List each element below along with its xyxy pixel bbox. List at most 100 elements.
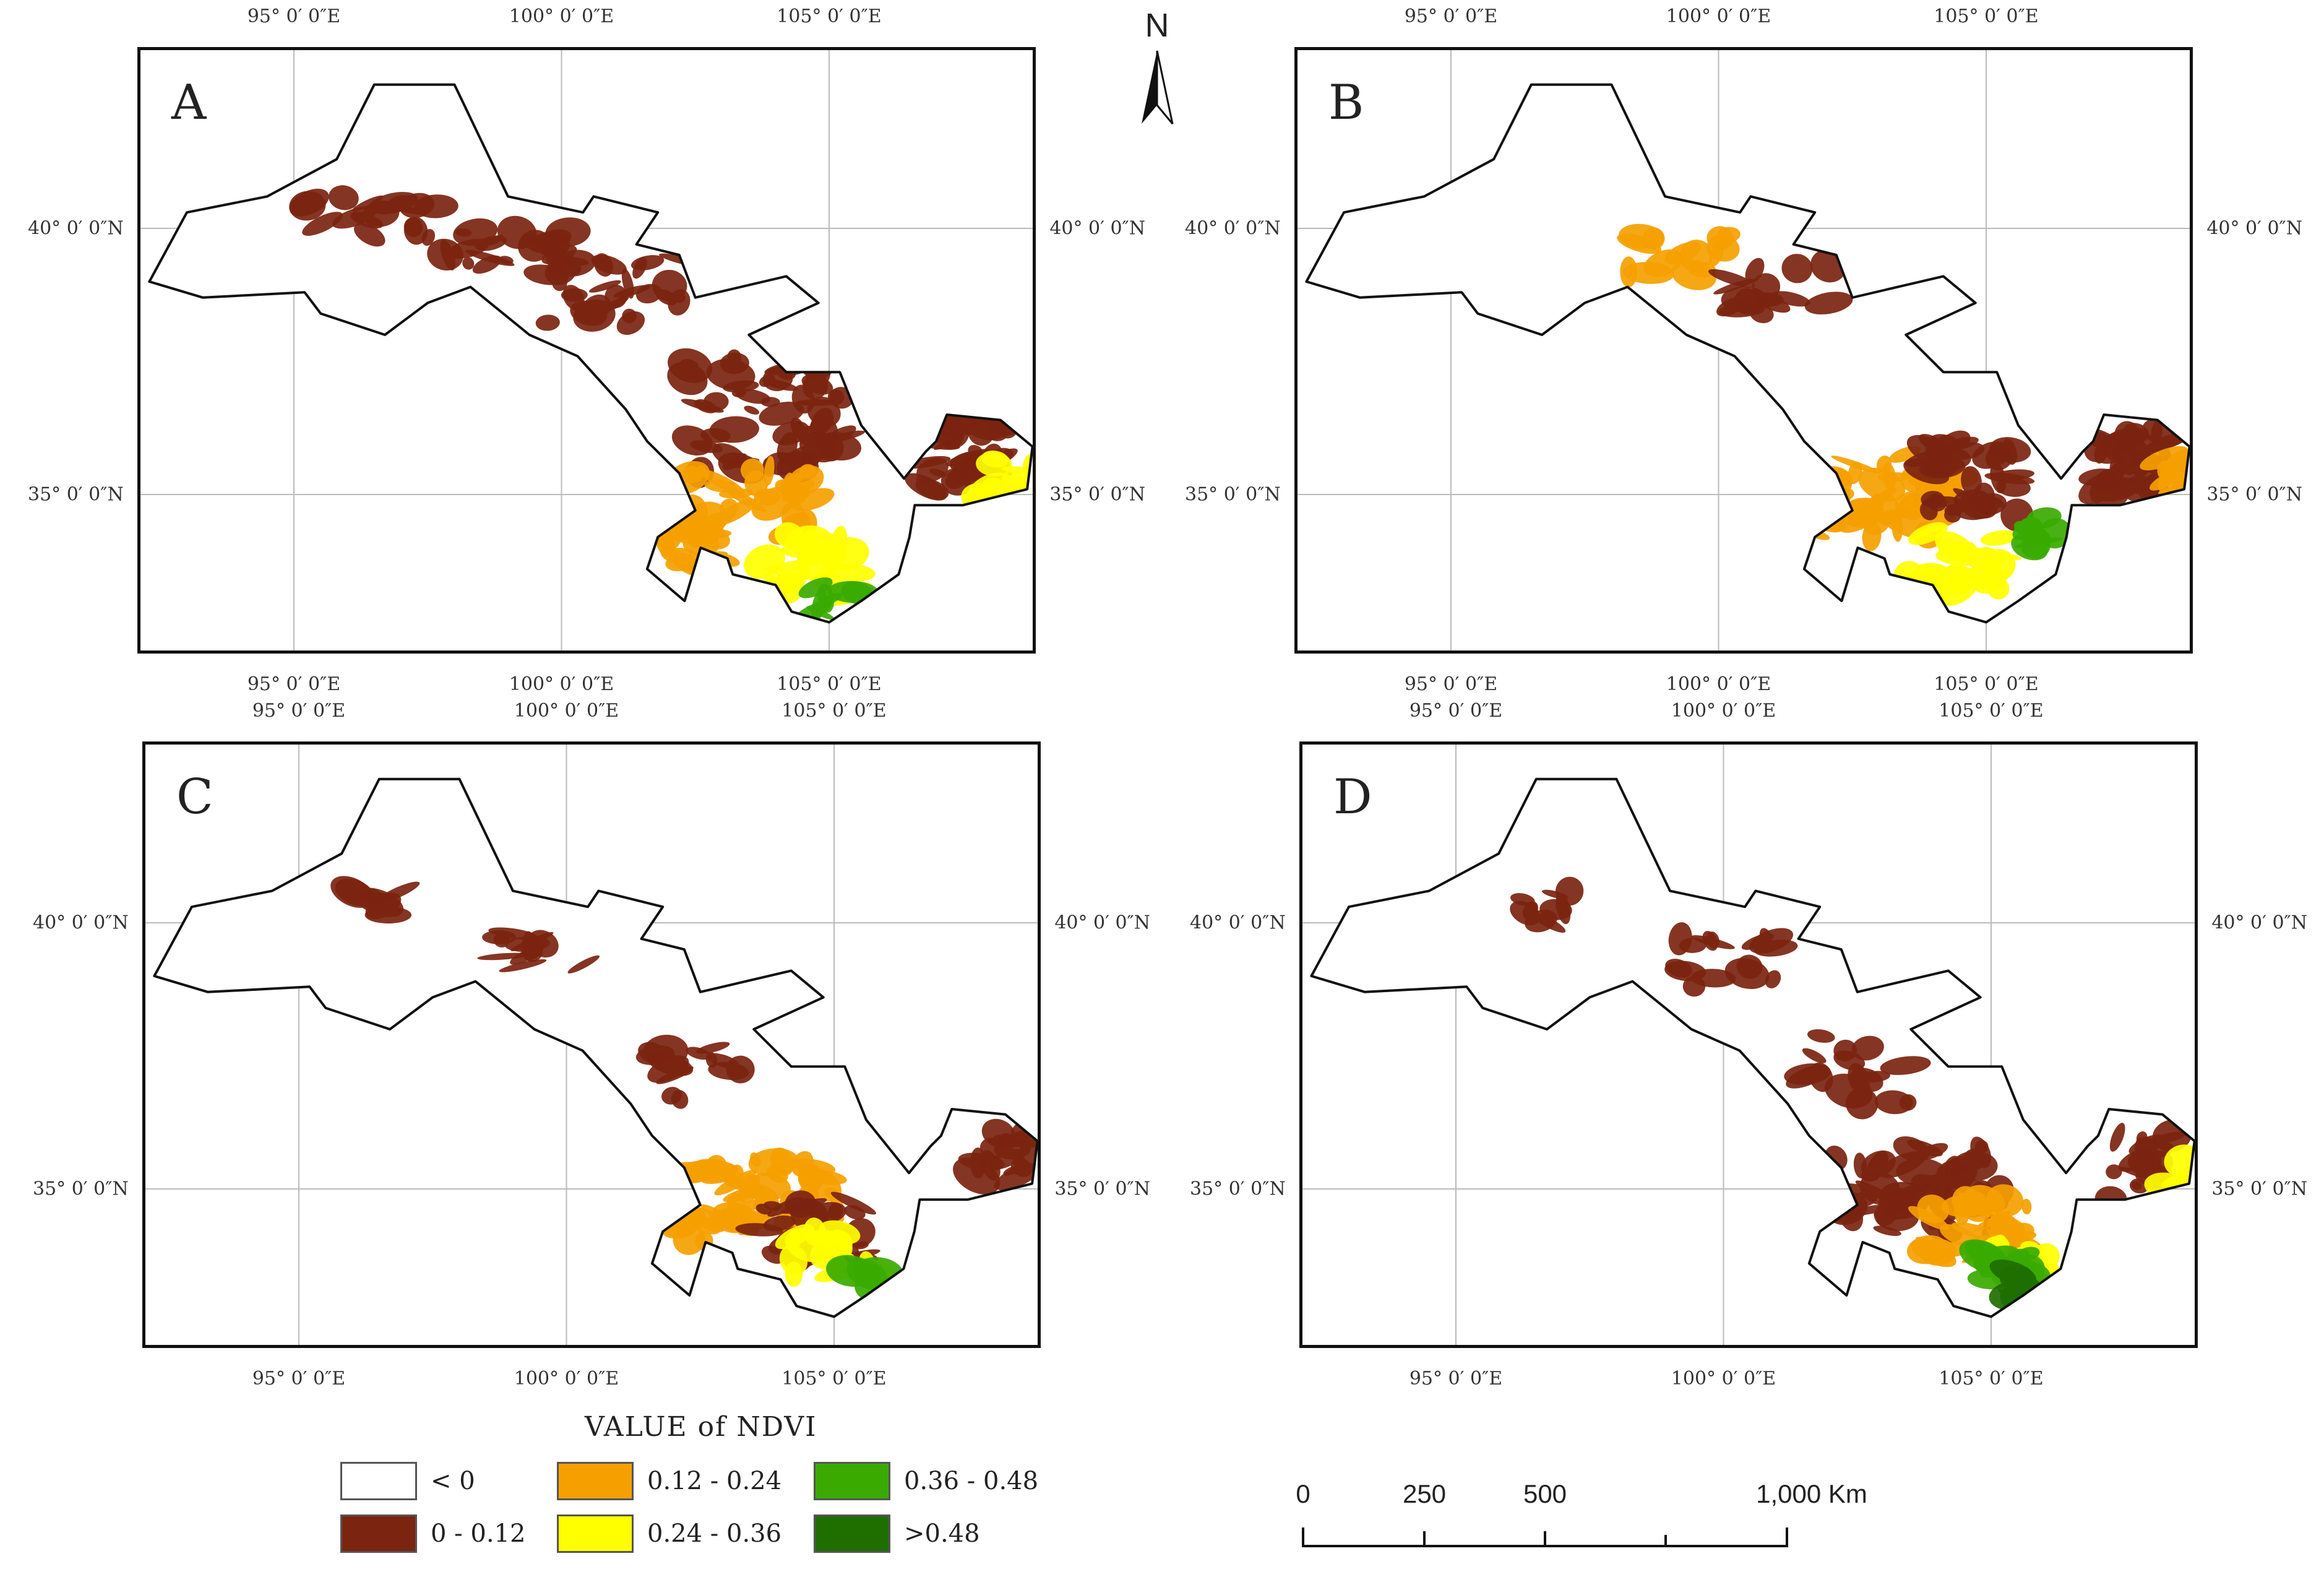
ndvi-patch-dark xyxy=(482,930,517,944)
ndvi-patch-dark xyxy=(1880,1056,1931,1075)
ndvi-patch-yellow xyxy=(976,452,1012,477)
ndvi-patch-dark xyxy=(1859,1071,1890,1082)
ndvi-patch-dark xyxy=(1921,457,1958,477)
ndvi-patch-dark xyxy=(722,453,747,470)
ndvi-patch-green xyxy=(798,577,833,598)
ndvi-patch-orange xyxy=(1808,484,1828,510)
longitude-tick-label: 95° 0′ 0″E xyxy=(252,1368,346,1389)
longitude-tick-label: 105° 0′ 0″E xyxy=(781,1368,887,1389)
ndvi-patch-yellow xyxy=(778,573,805,603)
longitude-tick-label: 105° 0′ 0″E xyxy=(781,700,887,722)
ndvi-patch-orange xyxy=(751,486,796,521)
ndvi-patch-dark xyxy=(635,283,662,304)
north-arrow-label: N xyxy=(1145,7,1169,44)
ndvi-patch-orange xyxy=(665,553,695,571)
ndvi-patch-dark xyxy=(1679,937,1707,953)
longitude-tick-label: 100° 0′ 0″E xyxy=(514,1368,619,1389)
ndvi-patch-dark xyxy=(403,217,423,237)
ndvi-patch-yellow xyxy=(2146,1194,2182,1204)
ndvi-patch-green xyxy=(2016,1246,2040,1261)
latitude-tick-label: 40° 0′ 0″N xyxy=(2211,912,2307,934)
ndvi-patch-dark xyxy=(709,416,759,443)
ndvi-patch-dark xyxy=(1861,1150,1896,1178)
ndvi-patch-yellow xyxy=(803,1217,826,1246)
legend-label: 0.36 - 0.48 xyxy=(904,1467,1039,1495)
ndvi-patch-dark xyxy=(679,359,699,371)
province-fill xyxy=(149,84,1033,623)
ndvi-patch-dark xyxy=(915,478,949,500)
ndvi-patch-orange xyxy=(799,1163,823,1192)
ndvi-patch-dark xyxy=(529,229,572,253)
ndvi-patch-dark xyxy=(735,1223,783,1237)
ndvi-patch-dark xyxy=(1875,1090,1913,1115)
ndvi-patch-dark xyxy=(1877,1209,1896,1226)
ndvi-patch-dark xyxy=(1807,1029,1835,1043)
province-outline xyxy=(1310,777,2195,1318)
latitude-tick-label: 40° 0′ 0″N xyxy=(1049,217,1145,240)
ndvi-patch-yellow xyxy=(779,1245,808,1276)
ndvi-patch-yellow xyxy=(1987,577,2010,600)
scale-bar: 0 250 500 1,000 Km xyxy=(1296,1479,1867,1553)
ndvi-patch-dark xyxy=(1784,1063,1831,1085)
ndvi-patch-yellow xyxy=(831,525,848,557)
legend-title: VALUE of NDVI xyxy=(585,1411,817,1443)
ndvi-patch-dark xyxy=(472,255,502,274)
ndvi-patch-yellow xyxy=(755,589,766,598)
ndvi-patch-orange xyxy=(1788,501,1830,512)
longitude-tick-label: 95° 0′ 0″E xyxy=(252,700,346,722)
ndvi-patch-dark xyxy=(421,229,436,246)
map-svg xyxy=(145,745,1038,1345)
map-svg xyxy=(1302,745,2195,1345)
ndvi-patch-dark xyxy=(818,358,832,370)
legend-swatch xyxy=(557,1514,634,1553)
ndvi-patch-orange xyxy=(750,1152,761,1167)
ndvi-patch-dark xyxy=(1981,496,1997,506)
ndvi-patch-dark xyxy=(440,239,456,270)
legend-swatch xyxy=(814,1462,890,1500)
ndvi-patch-dark xyxy=(289,188,329,217)
ndvi-patch-dark xyxy=(821,430,865,443)
ndvi-patch-orange xyxy=(1706,226,1734,251)
ndvi-patch-dark xyxy=(622,308,637,324)
ndvi-patch-dark xyxy=(588,280,621,293)
latitude-tick-label: 40° 0′ 0″N xyxy=(2206,217,2302,240)
ndvi-patch-dark xyxy=(1873,1225,1901,1236)
legend-label: 0 - 0.12 xyxy=(431,1519,526,1548)
legend-label: 0.24 - 0.36 xyxy=(647,1519,782,1548)
longitude-tick-label: 105° 0′ 0″E xyxy=(777,6,882,27)
ndvi-patch-orange xyxy=(1863,511,1890,535)
latitude-tick-label: 35° 0′ 0″N xyxy=(1185,483,1281,506)
latitude-tick-label: 35° 0′ 0″N xyxy=(1190,1178,1286,1200)
map-panel-a: A 95° 0′ 0″E 95° 0′ 0″E 100° 0′ 0″E 100° 0′… xyxy=(28,6,1145,695)
legend-label: >0.48 xyxy=(904,1519,980,1548)
ndvi-patch-dark xyxy=(686,1047,711,1060)
longitude-tick-label: 105° 0′ 0″E xyxy=(1934,6,2039,27)
ndvi-patch-dark xyxy=(1833,1050,1866,1071)
scale-label-0: 0 xyxy=(1296,1479,1310,1508)
panel-label: D xyxy=(1333,769,1372,825)
ndvi-patch-dark xyxy=(379,202,428,215)
legend-item: 0.36 - 0.48 xyxy=(814,1461,1038,1501)
ndvi-patch-yellow xyxy=(1908,522,1948,545)
longitude-tick-label: 100° 0′ 0″E xyxy=(509,6,614,27)
ndvi-patch-dark xyxy=(1851,1035,1884,1061)
ndvi-patch-dark xyxy=(354,223,385,247)
ndvi-patch-dark xyxy=(791,384,815,414)
province-outline xyxy=(1305,83,2190,624)
ndvi-patch-orange xyxy=(684,1212,721,1235)
latitude-tick-label: 40° 0′ 0″N xyxy=(33,912,129,934)
ndvi-patch-dark xyxy=(830,1191,876,1215)
legend-swatch xyxy=(557,1462,634,1500)
panel-label: C xyxy=(176,769,213,825)
ndvi-patch-dark xyxy=(1755,293,1791,313)
ndvi-raster xyxy=(330,876,1038,1301)
ndvi-patch-yellow xyxy=(1980,530,2018,546)
ndvi-raster xyxy=(1510,876,2195,1312)
ndvi-patch-dark xyxy=(621,268,634,299)
ndvi-patch-dark xyxy=(632,257,647,279)
map-panel-b: B 95° 0′ 0″E 95° 0′ 0″E 100° 0′ 0″E 100° 0′… xyxy=(1185,6,2302,695)
scale-bar-line xyxy=(1302,1527,1788,1547)
longitude-tick-label: 100° 0′ 0″E xyxy=(1671,700,1776,722)
ndvi-patch-orange xyxy=(1990,1213,2019,1242)
ndvi-patch-dark xyxy=(600,296,629,313)
